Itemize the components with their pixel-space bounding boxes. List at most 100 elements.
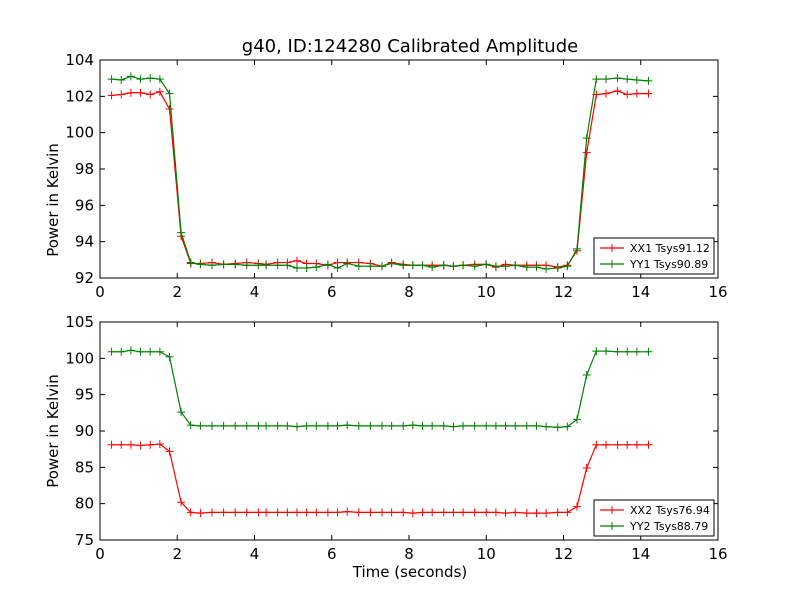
bottom-series-1-point	[428, 508, 437, 517]
bottom-series-line-1	[111, 443, 649, 514]
bottom-series-2-point	[126, 346, 135, 355]
top-series-1-point	[601, 89, 610, 98]
bottom-series-2-point	[273, 421, 282, 430]
top-series-2-point	[323, 260, 332, 269]
bottom-series-1-point	[292, 508, 301, 517]
top-ytick-label: 98	[75, 160, 94, 178]
top-series-2-point	[542, 264, 551, 273]
bottom-series-1-point	[354, 508, 363, 517]
bottom-series-1-point	[491, 508, 500, 517]
top-series-2-point	[470, 262, 479, 271]
top-series-2-point	[126, 72, 135, 81]
bottom-series-1-point	[542, 509, 551, 518]
top-series-2-point	[208, 261, 217, 270]
bottom-series-2-point	[262, 421, 271, 430]
bottom-series-2-point	[542, 422, 551, 431]
bottom-series-2-point	[366, 421, 375, 430]
top-series-2-point	[155, 75, 164, 84]
top-series-2-point	[146, 74, 155, 83]
top-ytick-label: 100	[65, 124, 94, 142]
bottom-series-2-point	[302, 421, 311, 430]
top-series-1-point	[632, 89, 641, 98]
top-series-2-point	[439, 261, 448, 270]
top-legend	[593, 237, 715, 275]
bottom-series-2-point	[208, 421, 217, 430]
top-series-2-point	[399, 261, 408, 270]
bottom-series-1-point	[254, 508, 263, 517]
bottom-series-1-point	[333, 508, 342, 517]
bottom-series-1-point	[155, 440, 164, 449]
top-series-1-point	[292, 256, 301, 265]
top-series-2-point	[644, 76, 653, 85]
top-series-2-point	[302, 264, 311, 273]
top-series-2-point	[312, 263, 321, 272]
top-series-2-point	[501, 262, 510, 271]
top-ytick-label: 92	[75, 269, 94, 287]
top-series-1-point	[146, 90, 155, 99]
bottom-series-line-2	[111, 349, 649, 428]
bottom-series-1-point	[219, 508, 228, 517]
top-series-2-point	[136, 75, 145, 84]
bottom-series-1-point	[399, 508, 408, 517]
top-series-2-point	[613, 74, 622, 83]
top-series-2-point	[563, 262, 572, 271]
bottom-series-1-point	[459, 508, 468, 517]
bottom-series-1-point	[632, 440, 641, 449]
top-series-2-point	[366, 262, 375, 271]
top-series-2-point	[231, 260, 240, 269]
bottom-series-2-point	[613, 347, 622, 356]
bottom-ytick-label: 90	[75, 422, 94, 440]
bottom-series-2-point	[553, 423, 562, 432]
bottom-series-1-point	[126, 440, 135, 449]
bottom-series-1-point	[482, 508, 491, 517]
top-series-1-point	[107, 91, 116, 100]
top-ytick-label: 104	[65, 51, 94, 69]
top-series-2-point	[418, 261, 427, 270]
bottom-series-2-point	[323, 421, 332, 430]
top-series-2-point	[333, 264, 342, 273]
bottom-series-2-point	[582, 371, 591, 380]
bottom-series-1-point	[511, 508, 520, 517]
bottom-series-2-point	[501, 421, 510, 430]
top-series-line-1	[111, 90, 649, 268]
bottom-series-2-point	[231, 421, 240, 430]
bottom-series-2-point	[242, 421, 251, 430]
bottom-series-1-point	[408, 509, 417, 518]
bottom-panel: Power in Kelvin Time (seconds) 0 2 4 6 8 10 12…	[44, 313, 728, 581]
top-xtick-label: 10	[477, 283, 496, 301]
bottom-series-1-point	[563, 508, 572, 517]
bottom-series-2-point	[470, 421, 479, 430]
top-series-2-point	[107, 75, 116, 84]
bottom-series-2-point	[254, 421, 263, 430]
bottom-series-2-point	[312, 421, 321, 430]
bottom-ytick-label: 105	[65, 313, 94, 331]
bottom-series-1-point	[242, 508, 251, 517]
bottom-legend-label-1: XX2 Tsys76.94	[630, 504, 710, 517]
top-series-2-point	[553, 264, 562, 273]
top-ytick-label: 94	[75, 233, 94, 251]
bottom-series-2-point	[601, 347, 610, 356]
top-series-2-point	[254, 261, 263, 270]
top-series-2-point	[177, 228, 186, 237]
top-series-2-point	[408, 261, 417, 270]
top-series-2-point	[511, 261, 520, 270]
top-legend-marker-1	[608, 244, 616, 252]
top-series-2-point	[582, 134, 591, 143]
bottom-series-2-point	[482, 421, 491, 430]
top-series-2-point	[262, 261, 271, 270]
bottom-legend-marker-2	[608, 522, 616, 530]
bottom-series-1-point	[107, 440, 116, 449]
bottom-xtick-label: 10	[477, 545, 496, 563]
bottom-series-2-point	[165, 352, 174, 361]
bottom-series-1-point	[323, 508, 332, 517]
top-xtick-label: 12	[554, 283, 573, 301]
bottom-series-2-point	[377, 421, 386, 430]
bottom-series-1-point	[186, 508, 195, 517]
bottom-series-1-point	[196, 509, 205, 518]
bottom-series-1-point	[312, 508, 321, 517]
bottom-series-2-point	[408, 421, 417, 430]
top-legend-label-2: YY1 Tsys90.89	[629, 258, 708, 271]
bottom-series-2-point	[186, 421, 195, 430]
bottom-series-1-point	[449, 508, 458, 517]
bottom-series-2-point	[644, 347, 653, 356]
